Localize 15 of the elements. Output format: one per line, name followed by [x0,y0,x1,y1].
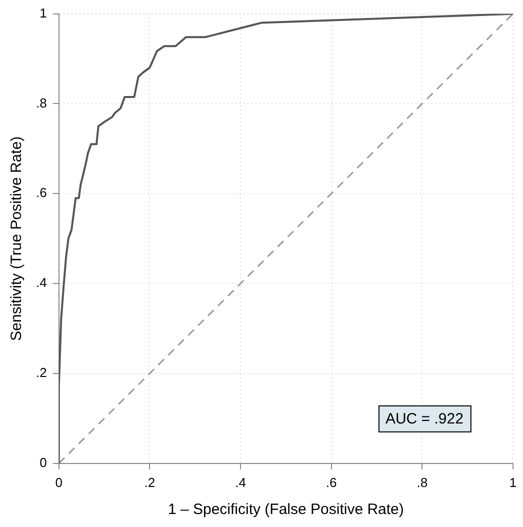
x-tick-label: .4 [235,474,246,490]
annotation: AUC = .922 [385,410,464,428]
x-tick-label: 0 [55,474,62,490]
x-tick-label: .2 [144,474,156,490]
y-tick-label: 1 [40,5,47,20]
y-tick-label: .8 [36,95,47,110]
x-axis-title: 1 – Specificity (False Positive Rate) [168,501,404,518]
y-tick-label: .2 [36,365,47,380]
x-tick-label: 1 [509,474,517,490]
y-tick-label: .6 [36,185,47,200]
y-tick-label: 0 [40,454,47,470]
x-tick-label: .8 [416,474,428,490]
y-axis-title: Sensitivity (True Positive Rate) [8,136,26,341]
x-tick-label: .6 [326,474,337,490]
y-tick-label: .4 [36,275,47,290]
